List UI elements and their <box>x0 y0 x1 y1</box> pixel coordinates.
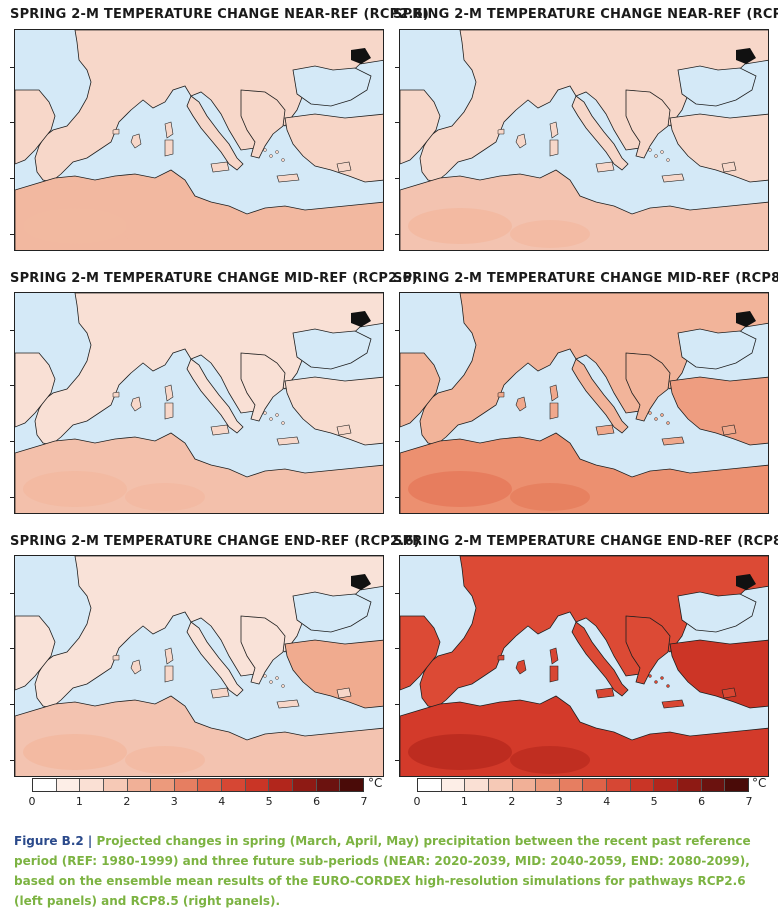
map-near-rcp85 <box>399 29 769 251</box>
colorbar-swatch <box>222 779 246 791</box>
colorbar-label: 5 <box>650 795 658 808</box>
colorbar-swatch <box>536 779 560 791</box>
map-near-rcp26 <box>14 29 384 251</box>
panel-title: SPRING 2-M TEMPERATURE CHANGE NEAR-REF (… <box>393 7 778 22</box>
colorbar-label: 6 <box>313 795 321 808</box>
colorbar-label: 7 <box>360 795 368 808</box>
colorbar-label: 4 <box>218 795 226 808</box>
colorbar-label: 0 <box>413 795 421 808</box>
colorbar-swatch <box>418 779 442 791</box>
figure-caption: Figure B.2 | Projected changes in spring… <box>14 831 770 911</box>
colorbar-label: 1 <box>75 795 83 808</box>
colorbar-label: 6 <box>698 795 706 808</box>
colorbar-label: 3 <box>555 795 563 808</box>
caption-separator: | <box>87 834 93 848</box>
colorbar-label: 0 <box>28 795 36 808</box>
colorbar-swatch <box>340 779 363 791</box>
colorbar-swatch <box>56 779 81 791</box>
colorbar-swatch <box>701 779 726 791</box>
colorbar-swatch <box>174 779 199 791</box>
colorbar-swatch <box>245 779 270 791</box>
colorbar-label: 2 <box>508 795 516 808</box>
panel-title: SPRING 2-M TEMPERATURE CHANGE NEAR-REF (… <box>10 7 430 22</box>
colorbar-swatch <box>293 779 317 791</box>
map-mid-rcp85 <box>399 292 769 514</box>
colorbar-swatch <box>269 779 294 791</box>
colorbar-label: 2 <box>123 795 131 808</box>
colorbar-swatch <box>607 779 631 791</box>
colorbar-swatch <box>488 779 513 791</box>
colorbar-swatch <box>441 779 466 791</box>
panel-title: SPRING 2-M TEMPERATURE CHANGE END-REF (R… <box>393 534 778 549</box>
colorbar-swatch <box>630 779 655 791</box>
colorbar-swatch <box>80 779 104 791</box>
figure-label: Figure B.2 <box>14 834 84 848</box>
colorbar-unit: °C <box>752 776 767 790</box>
colorbar-swatch <box>654 779 679 791</box>
colorbar-swatch <box>151 779 175 791</box>
panel-title: SPRING 2-M TEMPERATURE CHANGE MID-REF (R… <box>10 271 418 286</box>
map-end-rcp26 <box>14 555 384 777</box>
map-end-rcp85 <box>399 555 769 777</box>
colorbar-swatch <box>103 779 128 791</box>
colorbar-swatch <box>678 779 702 791</box>
colorbar-swatch <box>198 779 223 791</box>
colorbar-swatch <box>127 779 152 791</box>
colorbar-unit: °C <box>368 776 383 790</box>
colorbar-right <box>417 778 749 792</box>
colorbar-swatch <box>725 779 748 791</box>
colorbar-label: 1 <box>460 795 468 808</box>
colorbar-swatch <box>512 779 537 791</box>
panel-title: SPRING 2-M TEMPERATURE CHANGE MID-REF (R… <box>393 271 778 286</box>
panel-title: SPRING 2-M TEMPERATURE CHANGE END-REF (R… <box>10 534 420 549</box>
colorbar-swatch <box>559 779 584 791</box>
colorbar-swatch <box>316 779 341 791</box>
colorbar-label: 4 <box>603 795 611 808</box>
colorbar-swatch <box>33 779 57 791</box>
colorbar-label: 7 <box>745 795 753 808</box>
colorbar-swatch <box>583 779 608 791</box>
colorbar-swatch <box>465 779 489 791</box>
colorbar-label: 5 <box>265 795 273 808</box>
map-mid-rcp26 <box>14 292 384 514</box>
colorbar-left <box>32 778 364 792</box>
colorbar-label: 3 <box>170 795 178 808</box>
